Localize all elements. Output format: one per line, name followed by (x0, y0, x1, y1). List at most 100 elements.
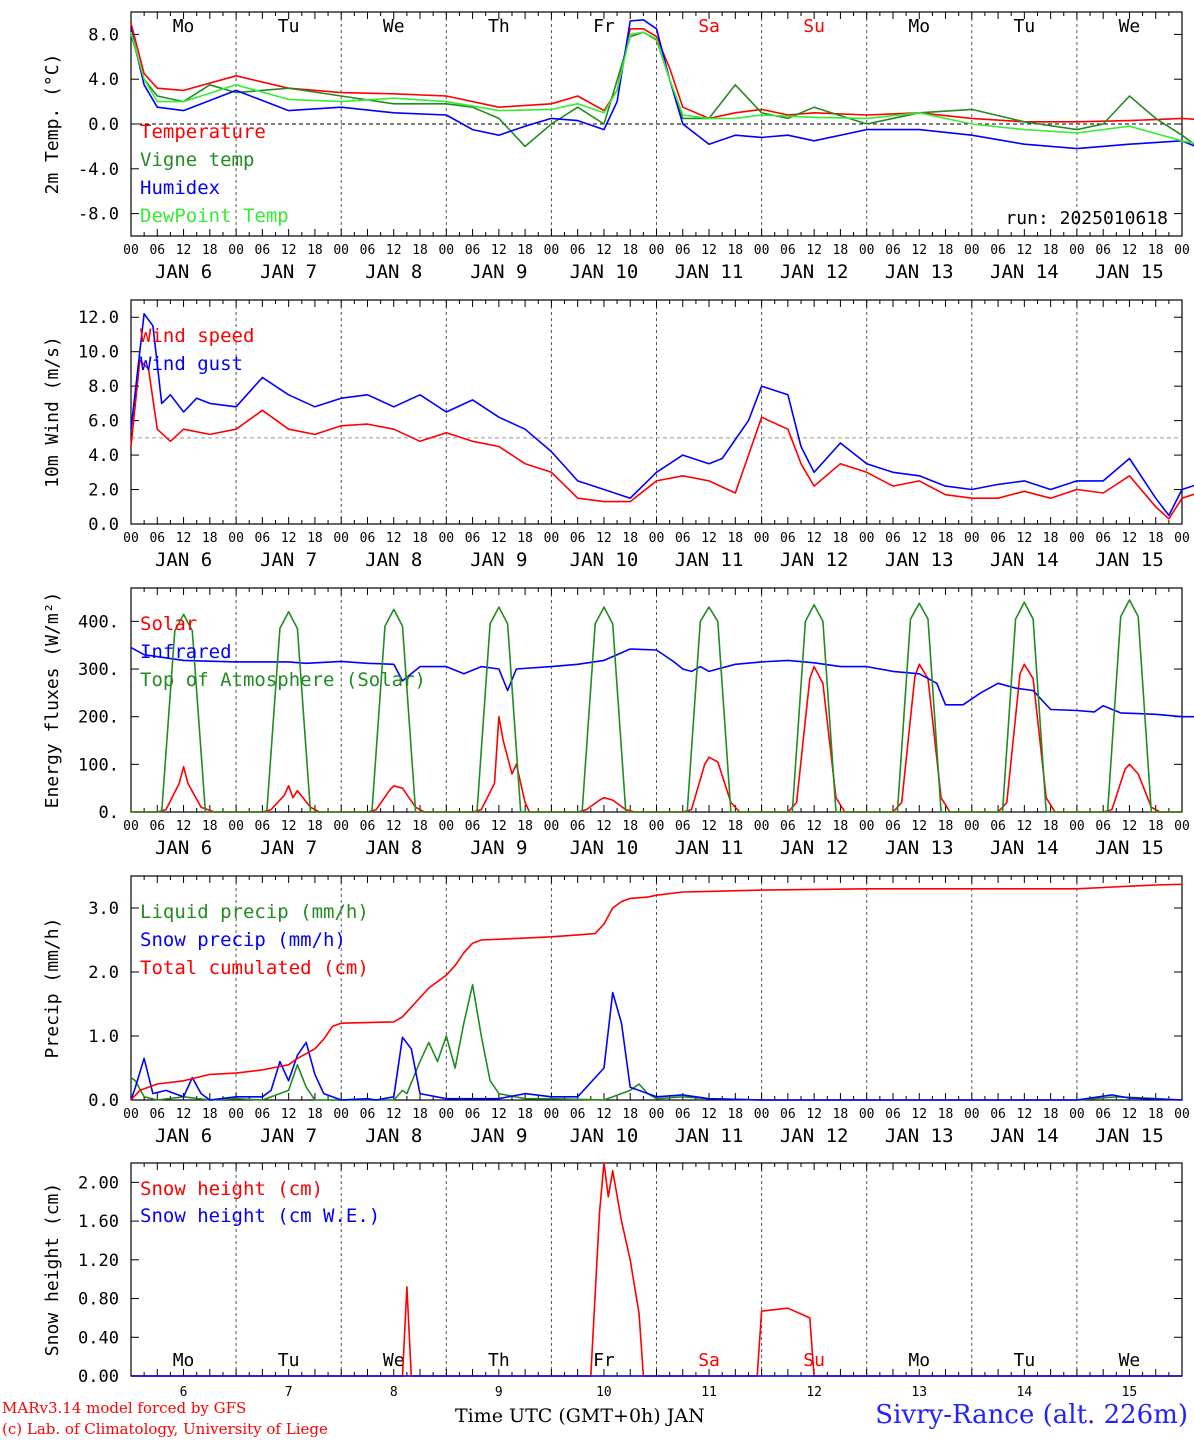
series-line (130, 991, 1183, 1101)
hour-tick-label: 12 (386, 819, 402, 834)
hour-tick-label: 06 (675, 819, 691, 834)
y-axis-label: 10m Wind (m/s) (42, 336, 63, 488)
hour-tick-label: 12 (386, 243, 402, 258)
weekday-label: Tu (278, 16, 300, 37)
y-tick-label: 8.0 (88, 25, 119, 45)
hour-tick-label: 06 (465, 819, 481, 834)
hour-tick-label: 12 (1122, 531, 1138, 546)
day-number-label: 12 (806, 1385, 822, 1400)
hour-tick-label: 18 (517, 243, 533, 258)
weekday-label: Sa (698, 16, 720, 37)
hour-tick-label: 12 (281, 531, 297, 546)
date-label: JAN 9 (470, 1125, 527, 1147)
date-label: JAN 12 (780, 549, 849, 571)
y-tick-label: 400. (78, 612, 119, 632)
hour-tick-label: 06 (360, 1107, 376, 1122)
hour-tick-label: 12 (491, 819, 507, 834)
hour-tick-label: 00 (649, 819, 665, 834)
hour-tick-label: 12 (1017, 1107, 1033, 1122)
day-number-label: 10 (596, 1385, 612, 1400)
hour-tick-label: 00 (333, 243, 349, 258)
date-label: JAN 6 (155, 837, 212, 859)
day-number-label: 7 (285, 1385, 293, 1400)
hour-tick-label: 00 (1069, 243, 1085, 258)
y-tick-label: 0.80 (78, 1290, 119, 1310)
legend-entry: Snow height (cm) (140, 1178, 323, 1200)
legend-entry: Wind speed (140, 325, 254, 347)
hour-tick-label: 18 (1043, 819, 1059, 834)
date-label: JAN 9 (470, 837, 527, 859)
date-label: JAN 14 (990, 1125, 1059, 1147)
date-label: JAN 12 (780, 837, 849, 859)
hour-tick-label: 12 (281, 1107, 297, 1122)
date-label: JAN 12 (780, 1125, 849, 1147)
hour-tick-label: 00 (1174, 243, 1190, 258)
hour-tick-label: 12 (911, 1107, 927, 1122)
legend-entry: DewPoint Temp (140, 205, 289, 227)
hour-tick-label: 06 (990, 819, 1006, 834)
date-label: JAN 9 (470, 549, 527, 571)
date-label: JAN 15 (1095, 1125, 1164, 1147)
hour-tick-label: 18 (1148, 531, 1164, 546)
hour-tick-label: 00 (333, 1107, 349, 1122)
weekday-label: Su (803, 16, 825, 37)
hour-tick-label: 06 (990, 1107, 1006, 1122)
series-line (130, 983, 1183, 1101)
hour-tick-label: 00 (964, 531, 980, 546)
hour-tick-label: 06 (675, 531, 691, 546)
hour-tick-label: 00 (228, 1107, 244, 1122)
hour-tick-label: 00 (438, 243, 454, 258)
series-line (130, 312, 1194, 517)
hour-tick-label: 06 (780, 243, 796, 258)
date-label: JAN 11 (675, 1125, 744, 1147)
y-tick-label: 3.0 (88, 899, 119, 919)
hour-tick-label: 00 (123, 243, 139, 258)
hour-tick-label: 00 (1174, 531, 1190, 546)
day-number-label: 6 (180, 1385, 188, 1400)
legend-entry: Snow height (cm W.E.) (140, 1205, 380, 1227)
y-tick-label: 0.0 (88, 115, 119, 135)
hour-tick-label: 12 (1017, 531, 1033, 546)
y-axis-label: Energy fluxes (W/m²) (42, 592, 63, 809)
hour-tick-label: 12 (176, 1107, 192, 1122)
hour-tick-label: 12 (806, 1107, 822, 1122)
hour-tick-label: 06 (1095, 1107, 1111, 1122)
hour-tick-label: 00 (859, 1107, 875, 1122)
date-label: JAN 10 (570, 1125, 639, 1147)
hour-tick-label: 00 (438, 531, 454, 546)
hour-tick-label: 12 (491, 531, 507, 546)
hour-tick-label: 18 (307, 243, 323, 258)
hour-tick-label: 00 (754, 1107, 770, 1122)
date-label: JAN 7 (260, 837, 317, 859)
hour-tick-label: 06 (780, 531, 796, 546)
hour-tick-label: 06 (885, 243, 901, 258)
y-tick-label: 6.0 (88, 412, 119, 432)
series-line (130, 18, 1194, 150)
hour-tick-label: 00 (649, 1107, 665, 1122)
hour-tick-label: 00 (333, 819, 349, 834)
hour-tick-label: 18 (1043, 243, 1059, 258)
hour-tick-label: 06 (360, 531, 376, 546)
y-tick-label: 4.0 (88, 446, 119, 466)
hour-tick-label: 06 (570, 531, 586, 546)
hour-tick-label: 18 (727, 243, 743, 258)
hour-tick-label: 00 (544, 819, 560, 834)
y-tick-label: 1.20 (78, 1251, 119, 1271)
hour-tick-label: 06 (570, 243, 586, 258)
legend-entry: Humidex (140, 177, 220, 199)
day-number-label: 9 (495, 1385, 503, 1400)
hour-tick-label: 06 (1095, 243, 1111, 258)
hour-tick-label: 12 (701, 819, 717, 834)
hour-tick-label: 12 (1122, 1107, 1138, 1122)
hour-tick-label: 00 (333, 531, 349, 546)
hour-tick-label: 12 (281, 243, 297, 258)
plot-frame (130, 587, 1183, 813)
hour-tick-label: 18 (412, 531, 428, 546)
hour-tick-label: 18 (1148, 243, 1164, 258)
date-label: JAN 6 (155, 261, 212, 283)
series-line (130, 31, 1194, 148)
day-number-label: 11 (701, 1385, 717, 1400)
hour-tick-label: 18 (727, 819, 743, 834)
date-label: JAN 15 (1095, 261, 1164, 283)
series-line (130, 359, 1194, 520)
